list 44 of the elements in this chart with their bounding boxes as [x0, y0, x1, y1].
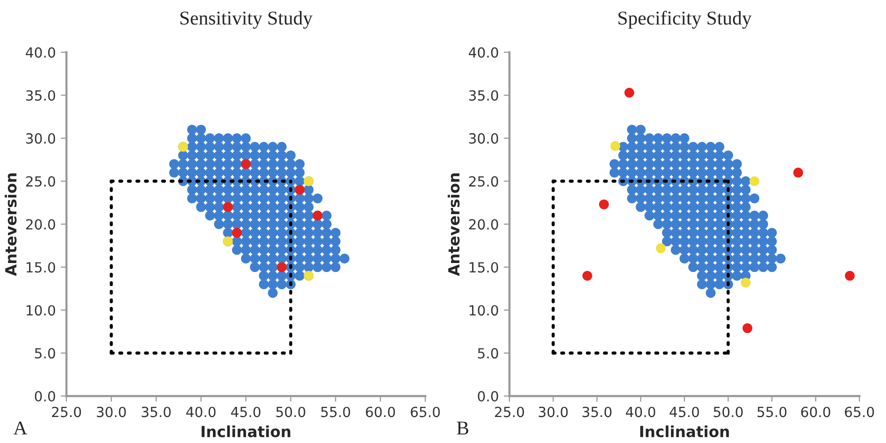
y-tick-label: 30.0 [469, 133, 498, 144]
x-tick-label: 45.0 [670, 406, 699, 418]
x-tick-label: 30.0 [538, 406, 568, 418]
y-tick-label: 10.0 [26, 305, 56, 316]
x-tick-label: 65.0 [844, 406, 874, 418]
y-tick-label: 20.0 [469, 219, 498, 230]
y-tick-label: 35.0 [26, 90, 56, 101]
y-tick-label: 25.0 [469, 176, 498, 187]
x-tick-label: 50.0 [714, 406, 743, 418]
y-tick-label: 35.0 [469, 90, 498, 101]
x-tick-label: 60.0 [366, 406, 395, 418]
y-tick-label: 30.0 [26, 133, 56, 144]
text: B [456, 422, 468, 434]
chart-title: Sensitivity Study [180, 11, 313, 29]
x-tick-label: 50.0 [276, 406, 306, 418]
chart-title: Specificity Study [618, 10, 752, 29]
y-axis-title: Anteversion [448, 173, 460, 276]
text: A [13, 422, 28, 434]
x-tick-label: 35.0 [142, 406, 171, 418]
y-tick-label: 0.0 [478, 391, 498, 402]
y-tick-label: 20.0 [26, 219, 56, 230]
y-tick-label: 40.0 [468, 47, 498, 58]
y-tick-label: 40.0 [26, 47, 56, 58]
x-tick-label: 30.0 [96, 406, 126, 418]
x-tick-label: 65.0 [410, 406, 440, 418]
y-tick-label: 25.0 [26, 176, 56, 187]
y-axis-title: Anteversion [4, 173, 17, 276]
x-tick-label: 40.0 [186, 406, 216, 418]
y-tick-label: 15.0 [470, 262, 498, 273]
y-tick-label: 15.0 [26, 262, 56, 273]
x-tick-label: 25.0 [52, 406, 81, 418]
x-tick-label: 35.0 [582, 406, 612, 418]
x-tick-label: 60.0 [801, 406, 830, 418]
y-tick-label: 5.0 [35, 348, 56, 359]
x-tick-label: 40.0 [626, 406, 656, 418]
x-tick-label: 45.0 [231, 406, 260, 418]
y-tick-label: 5.0 [478, 348, 498, 359]
y-tick-label: 10.0 [470, 305, 498, 316]
y-tick-label: 0.0 [34, 391, 56, 402]
x-axis-title: Inclination [202, 425, 290, 438]
x-tick-label: 25.0 [495, 406, 524, 418]
x-tick-label: 55.0 [758, 406, 786, 418]
x-tick-label: 55.0 [321, 406, 350, 418]
x-axis-title: Inclination [640, 425, 729, 438]
